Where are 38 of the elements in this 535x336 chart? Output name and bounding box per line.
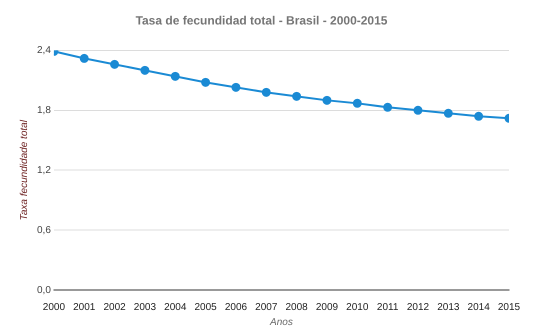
x-tick-label: 2011 [376, 302, 399, 313]
chart-title: Tasa de fecundidad total - Brasil - 2000-2015 [136, 14, 388, 28]
point [474, 112, 484, 121]
point [231, 82, 240, 92]
y-tick-label: 0,6 [36, 224, 52, 236]
x-tick-label: 2003 [134, 302, 156, 313]
x-tick-label: 2002 [103, 302, 126, 313]
point [80, 54, 89, 63]
x-tick-label: 2008 [285, 302, 308, 313]
point [444, 108, 453, 118]
point [262, 88, 271, 97]
point [170, 72, 180, 81]
x-tick-label: 2009 [316, 302, 339, 313]
x-tick-label: 2000 [42, 302, 66, 313]
point [292, 92, 302, 101]
x-tick-label: 2004 [164, 302, 187, 313]
x-tick-label: 2012 [406, 302, 430, 313]
point [322, 96, 332, 105]
x-tick-label: 2005 [194, 302, 218, 313]
x-tick-label: 2006 [224, 302, 248, 313]
x-tick-label: 2013 [437, 302, 460, 313]
x-axis-title: Anos [269, 316, 293, 328]
y-axis-title: Taxa fecundidade total [18, 119, 30, 220]
x-tick-label: 2010 [346, 302, 369, 313]
x-tick-label: 2001 [73, 302, 96, 313]
point [140, 66, 150, 75]
point [352, 98, 362, 108]
y-tick-label: 0,0 [36, 284, 52, 296]
y-tick-label: 1,8 [36, 105, 52, 116]
y-tick-label: 1,2 [36, 164, 52, 176]
point [383, 102, 392, 112]
x-tick-label: 2014 [468, 302, 490, 313]
point [201, 78, 210, 87]
x-tick-label: 2015 [498, 302, 521, 313]
point [110, 60, 120, 69]
x-tick-label: 2007 [255, 302, 278, 313]
point [413, 106, 422, 115]
y-tick-label: 2,4 [36, 45, 52, 56]
